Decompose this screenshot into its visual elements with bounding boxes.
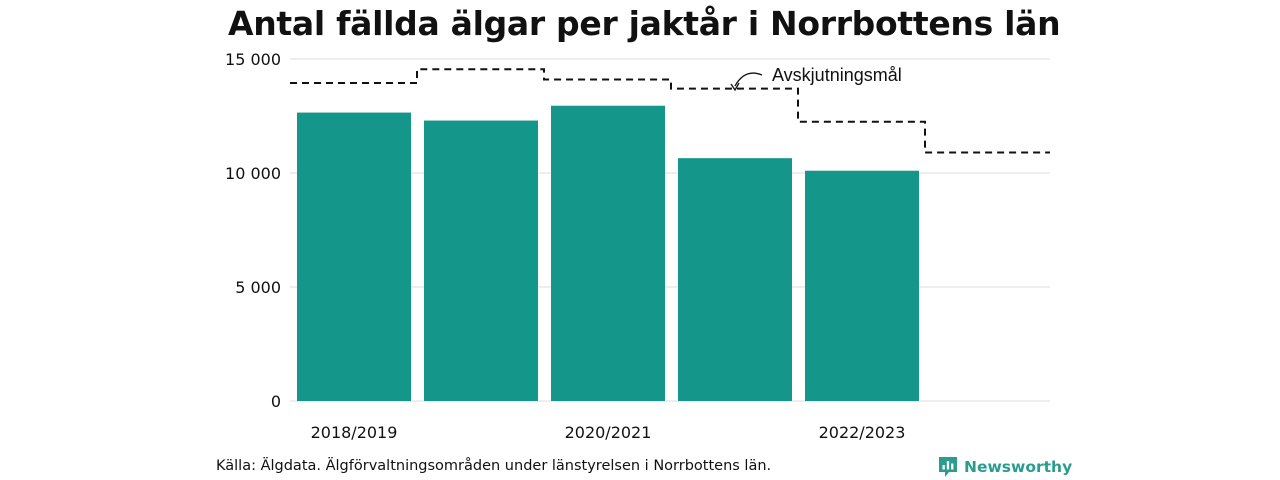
annotation-arrow-head xyxy=(730,82,740,92)
x-tick-label: 2020/2021 xyxy=(565,423,652,442)
annotation-label: Avskjutningsmål xyxy=(772,65,902,85)
chart-title: Antal fällda älgar per jaktår i Norrbott… xyxy=(228,4,1061,43)
newsworthy-logo-icon xyxy=(939,457,957,477)
y-tick-label: 10 000 xyxy=(225,164,281,183)
y-tick-label: 5 000 xyxy=(235,278,281,297)
y-tick-label: 0 xyxy=(271,392,281,411)
x-tick-label: 2022/2023 xyxy=(819,423,906,442)
x-tick-label: 2018/2019 xyxy=(311,423,398,442)
annotation-arrow xyxy=(734,72,763,87)
brand-name: Newsworthy xyxy=(964,458,1073,476)
bar xyxy=(424,120,538,401)
bar xyxy=(805,170,919,401)
bar xyxy=(551,105,665,402)
target-step-line xyxy=(290,68,1050,154)
source-note: Källa: Älgdata. Älgförvaltningsområden u… xyxy=(216,458,772,474)
brand-logo[interactable]: Newsworthy xyxy=(938,456,1072,478)
bar xyxy=(678,158,792,401)
y-tick-label: 15 000 xyxy=(225,50,281,69)
bar xyxy=(297,112,411,401)
